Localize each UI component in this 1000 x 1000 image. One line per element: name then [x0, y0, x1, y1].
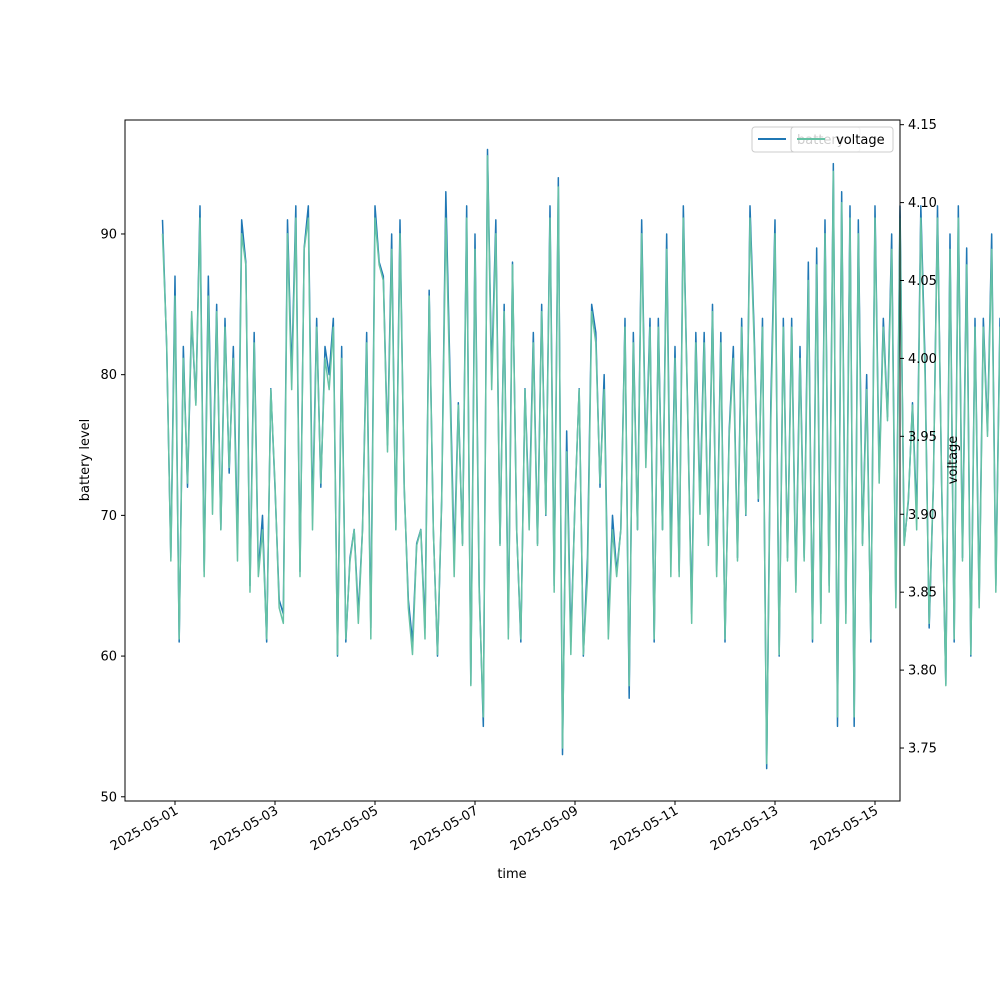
y-right-tick-label: 3.85: [908, 586, 937, 601]
plot-frame: [124, 119, 901, 802]
y-right-tick-label: 4.00: [908, 352, 937, 367]
y-right-tick-label: 4.15: [908, 118, 937, 133]
legend-voltage-label: voltage: [836, 133, 885, 148]
y-left-tick-label: 90: [100, 227, 117, 242]
y-right-tick-label: 4.10: [908, 196, 937, 211]
y-right-tick-label: 3.95: [908, 430, 937, 445]
y-left-tick-label: 70: [100, 509, 117, 524]
y-left-tick-label: 80: [100, 368, 117, 383]
y-axis-left-ticks: 50 60 70 80 90: [100, 227, 125, 805]
y-axis-right-label: voltage: [946, 436, 961, 485]
plot-lines: [161, 148, 1000, 770]
legend-voltage-frame: [790, 126, 894, 153]
series-line-voltage: [161, 155, 1000, 765]
legend-voltage: voltage: [790, 126, 894, 153]
y-right-tick-label: 3.75: [908, 742, 937, 757]
y-left-tick-label: 50: [100, 790, 117, 805]
y-right-tick-label: 3.90: [908, 508, 937, 523]
y-axis-right-ticks: 3.75 3.80 3.85 3.90 3.95 4.00 4.05 4.10 4.15: [900, 118, 937, 757]
y-right-tick-label: 4.05: [908, 274, 937, 289]
y-right-tick-label: 3.80: [908, 664, 937, 679]
y-left-tick-label: 60: [100, 650, 117, 665]
y-axis-left-label: battery level: [78, 419, 93, 502]
x-axis-label: time: [497, 867, 526, 882]
